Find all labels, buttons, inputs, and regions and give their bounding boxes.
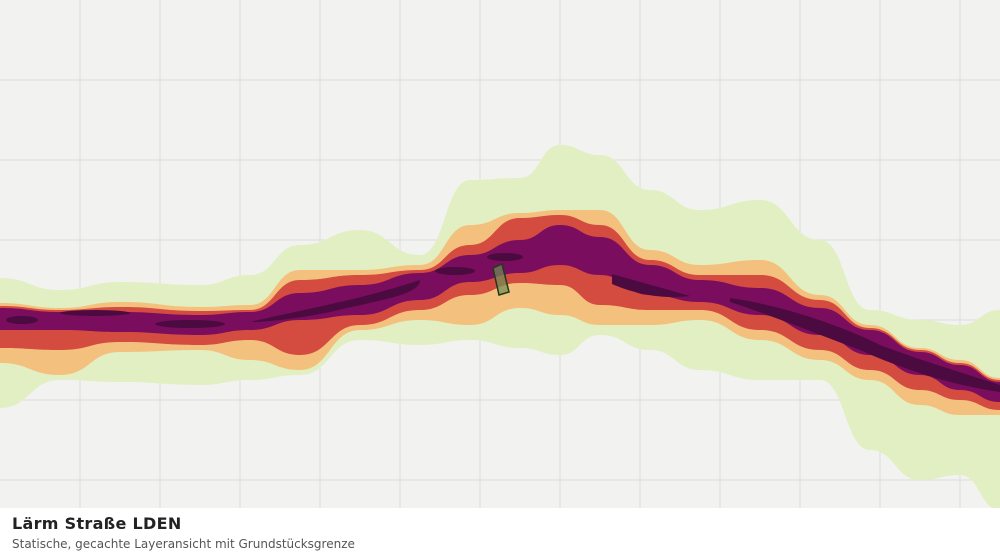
map (0, 0, 1000, 508)
noise-core-patch (612, 274, 690, 298)
noise-core-patch (487, 253, 523, 261)
noise-band (0, 145, 1000, 508)
noise-core-patch (155, 320, 225, 328)
noise-band (0, 210, 1000, 415)
noise-core (6, 253, 1000, 392)
caption-panel: Lärm Straße LDEN Statische, gecachte Lay… (0, 508, 1000, 560)
noise-core-patch (435, 267, 475, 275)
noise-core-patch (6, 316, 38, 324)
layer-subtitle: Statische, gecachte Layeransicht mit Gru… (12, 537, 355, 551)
noise-core-patch (60, 310, 130, 316)
layer-title: Lärm Straße LDEN (12, 514, 182, 533)
noise-core-patch (730, 298, 1000, 392)
parcel-boundary (492, 262, 510, 296)
